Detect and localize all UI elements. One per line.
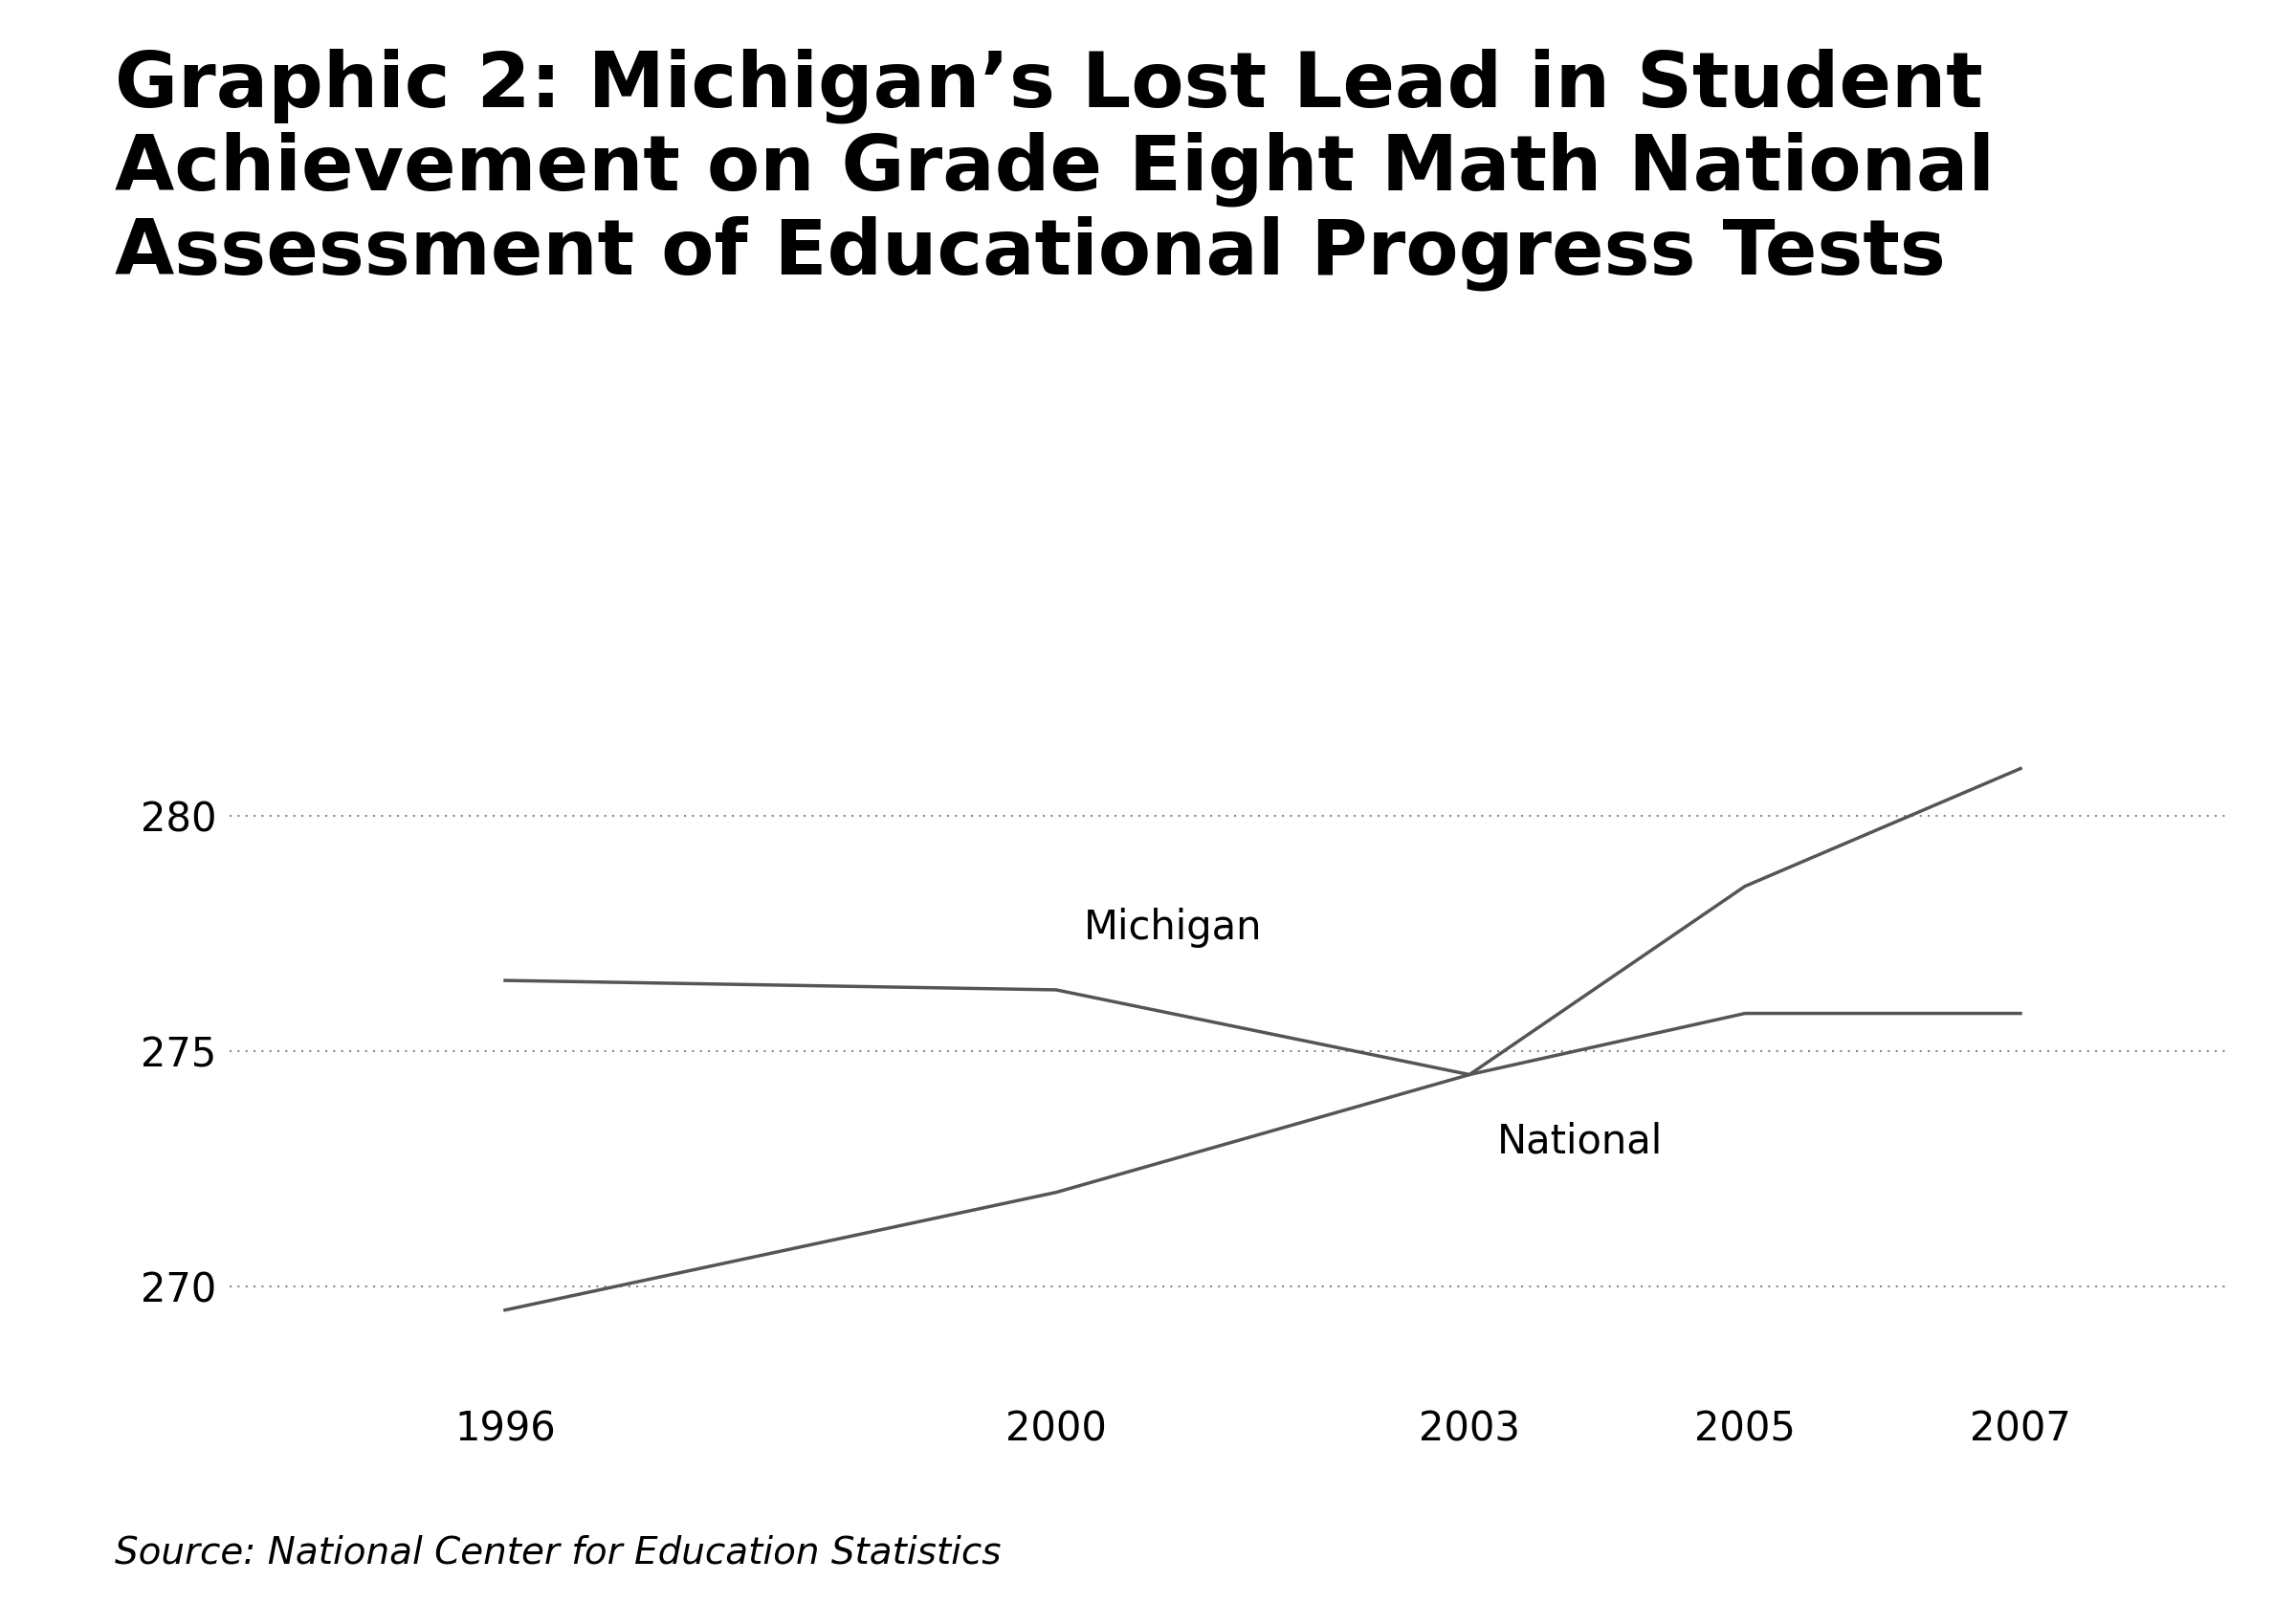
Text: Graphic 2: Michigan’s Lost Lead in Student
Achievement on Grade Eight Math Natio: Graphic 2: Michigan’s Lost Lead in Stude… [115,48,1995,290]
Text: National: National [1497,1122,1662,1162]
Text: Michigan: Michigan [1084,907,1263,947]
Text: Source: National Center for Education Statistics: Source: National Center for Education St… [115,1534,1001,1571]
